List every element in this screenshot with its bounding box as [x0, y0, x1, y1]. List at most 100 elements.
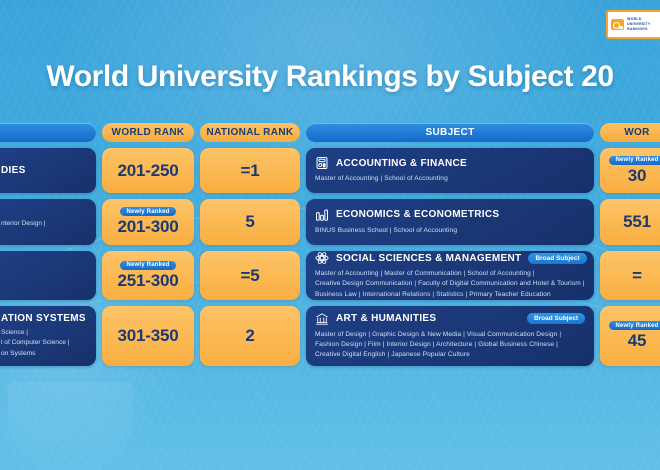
- subject-cell[interactable]: ART & HUMANITIES Broad Subject Master of D…: [306, 306, 594, 366]
- subject-programs: BINUS Business School | School of Accoun…: [315, 226, 585, 236]
- left-subject-panel: DIES: [0, 148, 96, 193]
- national-rank-cell[interactable]: 2: [200, 306, 300, 366]
- national-rank-cell[interactable]: =1: [200, 148, 300, 193]
- broad-subject-badge: Broad Subject: [526, 313, 585, 325]
- program-line: Master of Design | Graphic Design & New …: [315, 330, 562, 338]
- national-rank-value: 2: [245, 326, 255, 345]
- left-subject-panel: nterior Design |: [0, 199, 96, 245]
- world-rank-cell[interactable]: 201-250: [102, 148, 194, 193]
- subject-panel: ART & HUMANITIES Broad Subject Master of D…: [306, 306, 594, 366]
- header-national-rank: NATIONAL RANK: [200, 123, 300, 142]
- right-rank-cell[interactable]: 551: [600, 199, 660, 245]
- national-rank-value-box: =1: [200, 148, 300, 193]
- rankings-table: WORLD RANK NATIONAL RANK SUBJECT WOR DIE…: [0, 123, 660, 372]
- left-subject-programs: Science | l of Computer Science | on Syste…: [1, 328, 87, 359]
- subject-cell[interactable]: ECONOMICS & ECONOMETRICS BINUS Business S…: [306, 199, 594, 245]
- right-rank-value: 45: [627, 331, 647, 350]
- qs-logo-text: WORLD UNIVERSITY RANKINGS: [627, 17, 651, 31]
- row-left-cell[interactable]: [0, 251, 96, 300]
- left-subject-title: DIES: [1, 165, 26, 176]
- header-world-rank: WORLD RANK: [102, 123, 194, 142]
- qs-logo-icon: [611, 19, 624, 30]
- table-header-row: WORLD RANK NATIONAL RANK SUBJECT WOR: [0, 123, 660, 142]
- table-body: DIES 201-250 =1 ACCOUNTING & FINANCE Master …: [0, 148, 660, 366]
- right-rank-cell[interactable]: Newly Ranked 45: [600, 306, 660, 366]
- header-subject-label: SUBJECT: [306, 123, 594, 142]
- right-rank-value: =: [632, 265, 642, 285]
- program-line: Master of Accounting | School of Account…: [315, 175, 448, 183]
- program-line: Creative Design Communication | Faculty …: [315, 280, 585, 288]
- subject-header: ART & HUMANITIES Broad Subject: [315, 312, 585, 326]
- national-rank-value: =1: [240, 160, 260, 180]
- subject-header: ECONOMICS & ECONOMETRICS: [315, 208, 585, 222]
- left-subject-panel: ATION SYSTEMS Science | l of Computer Scie…: [0, 306, 96, 366]
- subject-name: ART & HUMANITIES: [336, 313, 437, 325]
- right-rank-value-box: Newly Ranked 45: [600, 306, 660, 366]
- header-national-rank-label: NATIONAL RANK: [200, 123, 300, 142]
- table-row[interactable]: nterior Design | Newly Ranked 201-300 5 ECON…: [0, 199, 660, 245]
- subject-panel: ACCOUNTING & FINANCE Master of Accounting…: [306, 148, 594, 193]
- subject-name: SOCIAL SCIENCES & MANAGEMENT: [336, 252, 522, 264]
- header-subject: SUBJECT: [306, 123, 594, 142]
- right-rank-value-box: 551: [600, 199, 660, 245]
- right-rank-value: 551: [623, 212, 651, 231]
- right-rank-cell[interactable]: Newly Ranked 30: [600, 148, 660, 193]
- national-rank-value-box: =5: [200, 251, 300, 300]
- right-rank-value-box: =: [600, 251, 660, 300]
- left-subject-programs: nterior Design |: [1, 219, 87, 229]
- subject-programs: Master of Accounting | School of Account…: [315, 174, 585, 184]
- left-program-line: nterior Design |: [1, 219, 46, 227]
- right-rank-value-box: Newly Ranked 30: [600, 148, 660, 193]
- left-program-line: l of Computer Science |: [1, 339, 70, 347]
- left-program-line: on Systems: [1, 349, 36, 357]
- subject-header: ACCOUNTING & FINANCE: [315, 156, 585, 170]
- national-rank-cell[interactable]: =5: [200, 251, 300, 300]
- logo-line-1: WORLD: [627, 17, 642, 22]
- world-rank-cell[interactable]: 301-350: [102, 306, 194, 366]
- subject-cell[interactable]: ACCOUNTING & FINANCE Master of Accounting…: [306, 148, 594, 193]
- header-right-rank: WOR: [600, 123, 660, 142]
- world-rank-value: 201-300: [117, 217, 179, 236]
- world-rank-value: 301-350: [117, 326, 179, 345]
- world-rank-cell[interactable]: Newly Ranked 201-300: [102, 199, 194, 245]
- world-rank-value: 251-300: [117, 270, 179, 290]
- national-rank-value-box: 5: [200, 199, 300, 245]
- world-rank-value-box: 301-350: [102, 306, 194, 366]
- logo-line-3: RANKINGS: [627, 26, 648, 31]
- world-rank-cell[interactable]: Newly Ranked 251-300: [102, 251, 194, 300]
- subject-panel: SOCIAL SCIENCES & MANAGEMENT Broad Subjec…: [306, 251, 594, 300]
- right-rank-cell[interactable]: =: [600, 251, 660, 300]
- newly-ranked-badge: Newly Ranked: [120, 260, 176, 270]
- logo-line-2: UNIVERSITY: [627, 22, 651, 27]
- world-rank-value-box: 201-250: [102, 148, 194, 193]
- world-rank-value: 201-250: [117, 160, 179, 180]
- newly-ranked-badge: Newly Ranked: [609, 155, 660, 165]
- row-left-cell[interactable]: ATION SYSTEMS Science | l of Computer Scie…: [0, 306, 96, 366]
- qs-rankings-logo: WORLD UNIVERSITY RANKINGS: [606, 10, 660, 39]
- newly-ranked-badge: Newly Ranked: [609, 321, 660, 330]
- bar-chart-icon: [315, 208, 329, 222]
- row-left-cell[interactable]: nterior Design |: [0, 199, 96, 245]
- program-line: Fashion Design | Film | Interior Design …: [315, 340, 558, 348]
- header-left-pill: [0, 123, 96, 142]
- table-row[interactable]: DIES 201-250 =1 ACCOUNTING & FINANCE Master …: [0, 148, 660, 193]
- national-rank-value: 5: [245, 212, 255, 231]
- national-rank-value-box: 2: [200, 306, 300, 366]
- left-program-line: Science |: [1, 329, 29, 337]
- background-shield-watermark: [8, 382, 133, 470]
- header-right-rank-label: WOR: [600, 123, 660, 142]
- table-row[interactable]: Newly Ranked 251-300 =5 SOCIAL SCIENCES & M…: [0, 251, 660, 300]
- subject-cell[interactable]: SOCIAL SCIENCES & MANAGEMENT Broad Subjec…: [306, 251, 594, 300]
- calculator-icon: [315, 156, 329, 170]
- subject-programs: Master of Design | Graphic Design & New …: [315, 330, 585, 361]
- program-line: Creative Digital English | Japanese Popu…: [315, 351, 470, 359]
- broad-subject-badge: Broad Subject: [528, 252, 587, 264]
- table-row[interactable]: ATION SYSTEMS Science | l of Computer Scie…: [0, 306, 660, 366]
- row-left-cell[interactable]: DIES: [0, 148, 96, 193]
- program-line: Master of Accounting | Master of Communi…: [315, 270, 535, 278]
- program-line: BINUS Business School | School of Accoun…: [315, 226, 458, 234]
- program-line: Business Law | International Relations |…: [315, 290, 551, 298]
- left-subject-panel: [0, 251, 96, 300]
- right-rank-value: 30: [627, 165, 647, 185]
- national-rank-cell[interactable]: 5: [200, 199, 300, 245]
